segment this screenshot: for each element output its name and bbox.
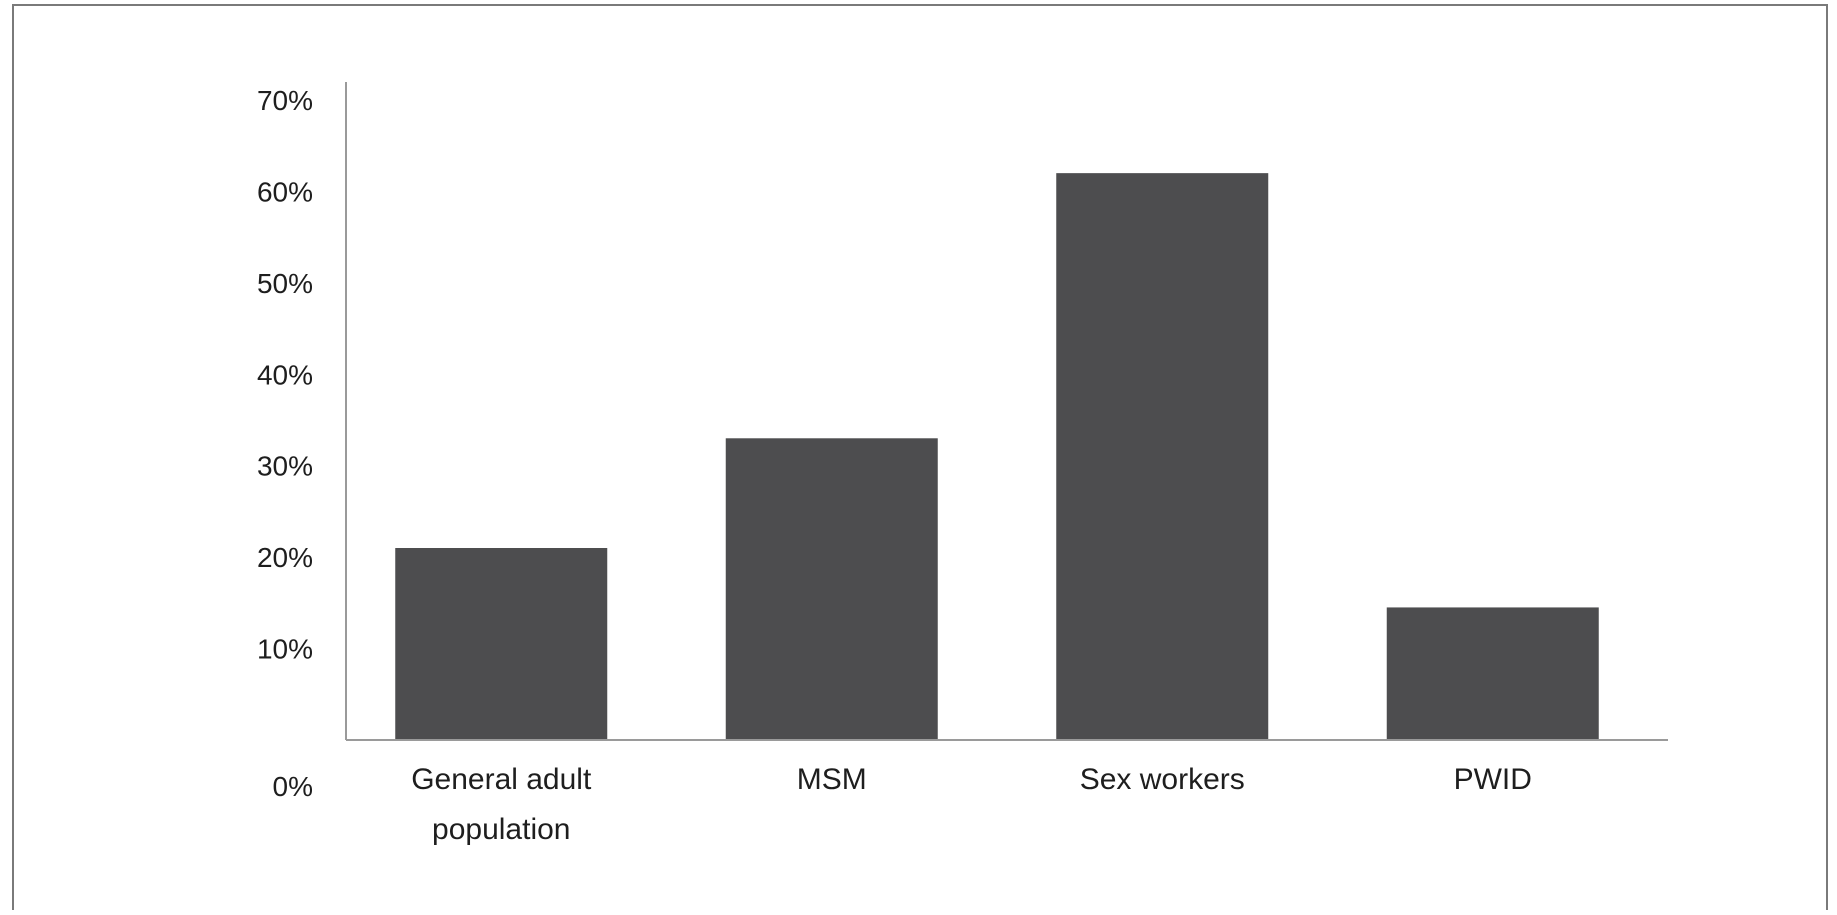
y-tick-label: 50% <box>257 268 313 299</box>
y-tick-label: 20% <box>257 542 313 573</box>
chart-frame <box>12 4 1828 910</box>
bar <box>1056 173 1269 741</box>
y-tick-label: 0% <box>273 771 313 802</box>
y-tick-label: 40% <box>257 359 313 390</box>
x-tick-label: population <box>432 813 570 846</box>
bar <box>1386 607 1599 740</box>
x-tick-label: PWID <box>1454 763 1532 796</box>
y-axis-ticks: 0% 10% 20% 30% 40% 50% 60% 70% <box>257 85 313 802</box>
y-tick-label: 30% <box>257 451 313 482</box>
bar <box>725 438 938 740</box>
x-tick-label: Sex workers <box>1080 763 1245 796</box>
y-tick-label: 60% <box>257 176 313 207</box>
bar <box>395 548 608 740</box>
y-tick-label: 70% <box>257 85 313 116</box>
x-axis-labels: General adult population MSM Sex workers PWI… <box>411 763 1532 846</box>
x-tick-label: MSM <box>797 763 867 796</box>
x-tick-label: General adult <box>411 763 592 796</box>
bars <box>395 173 1599 741</box>
y-tick-label: 10% <box>257 634 313 665</box>
